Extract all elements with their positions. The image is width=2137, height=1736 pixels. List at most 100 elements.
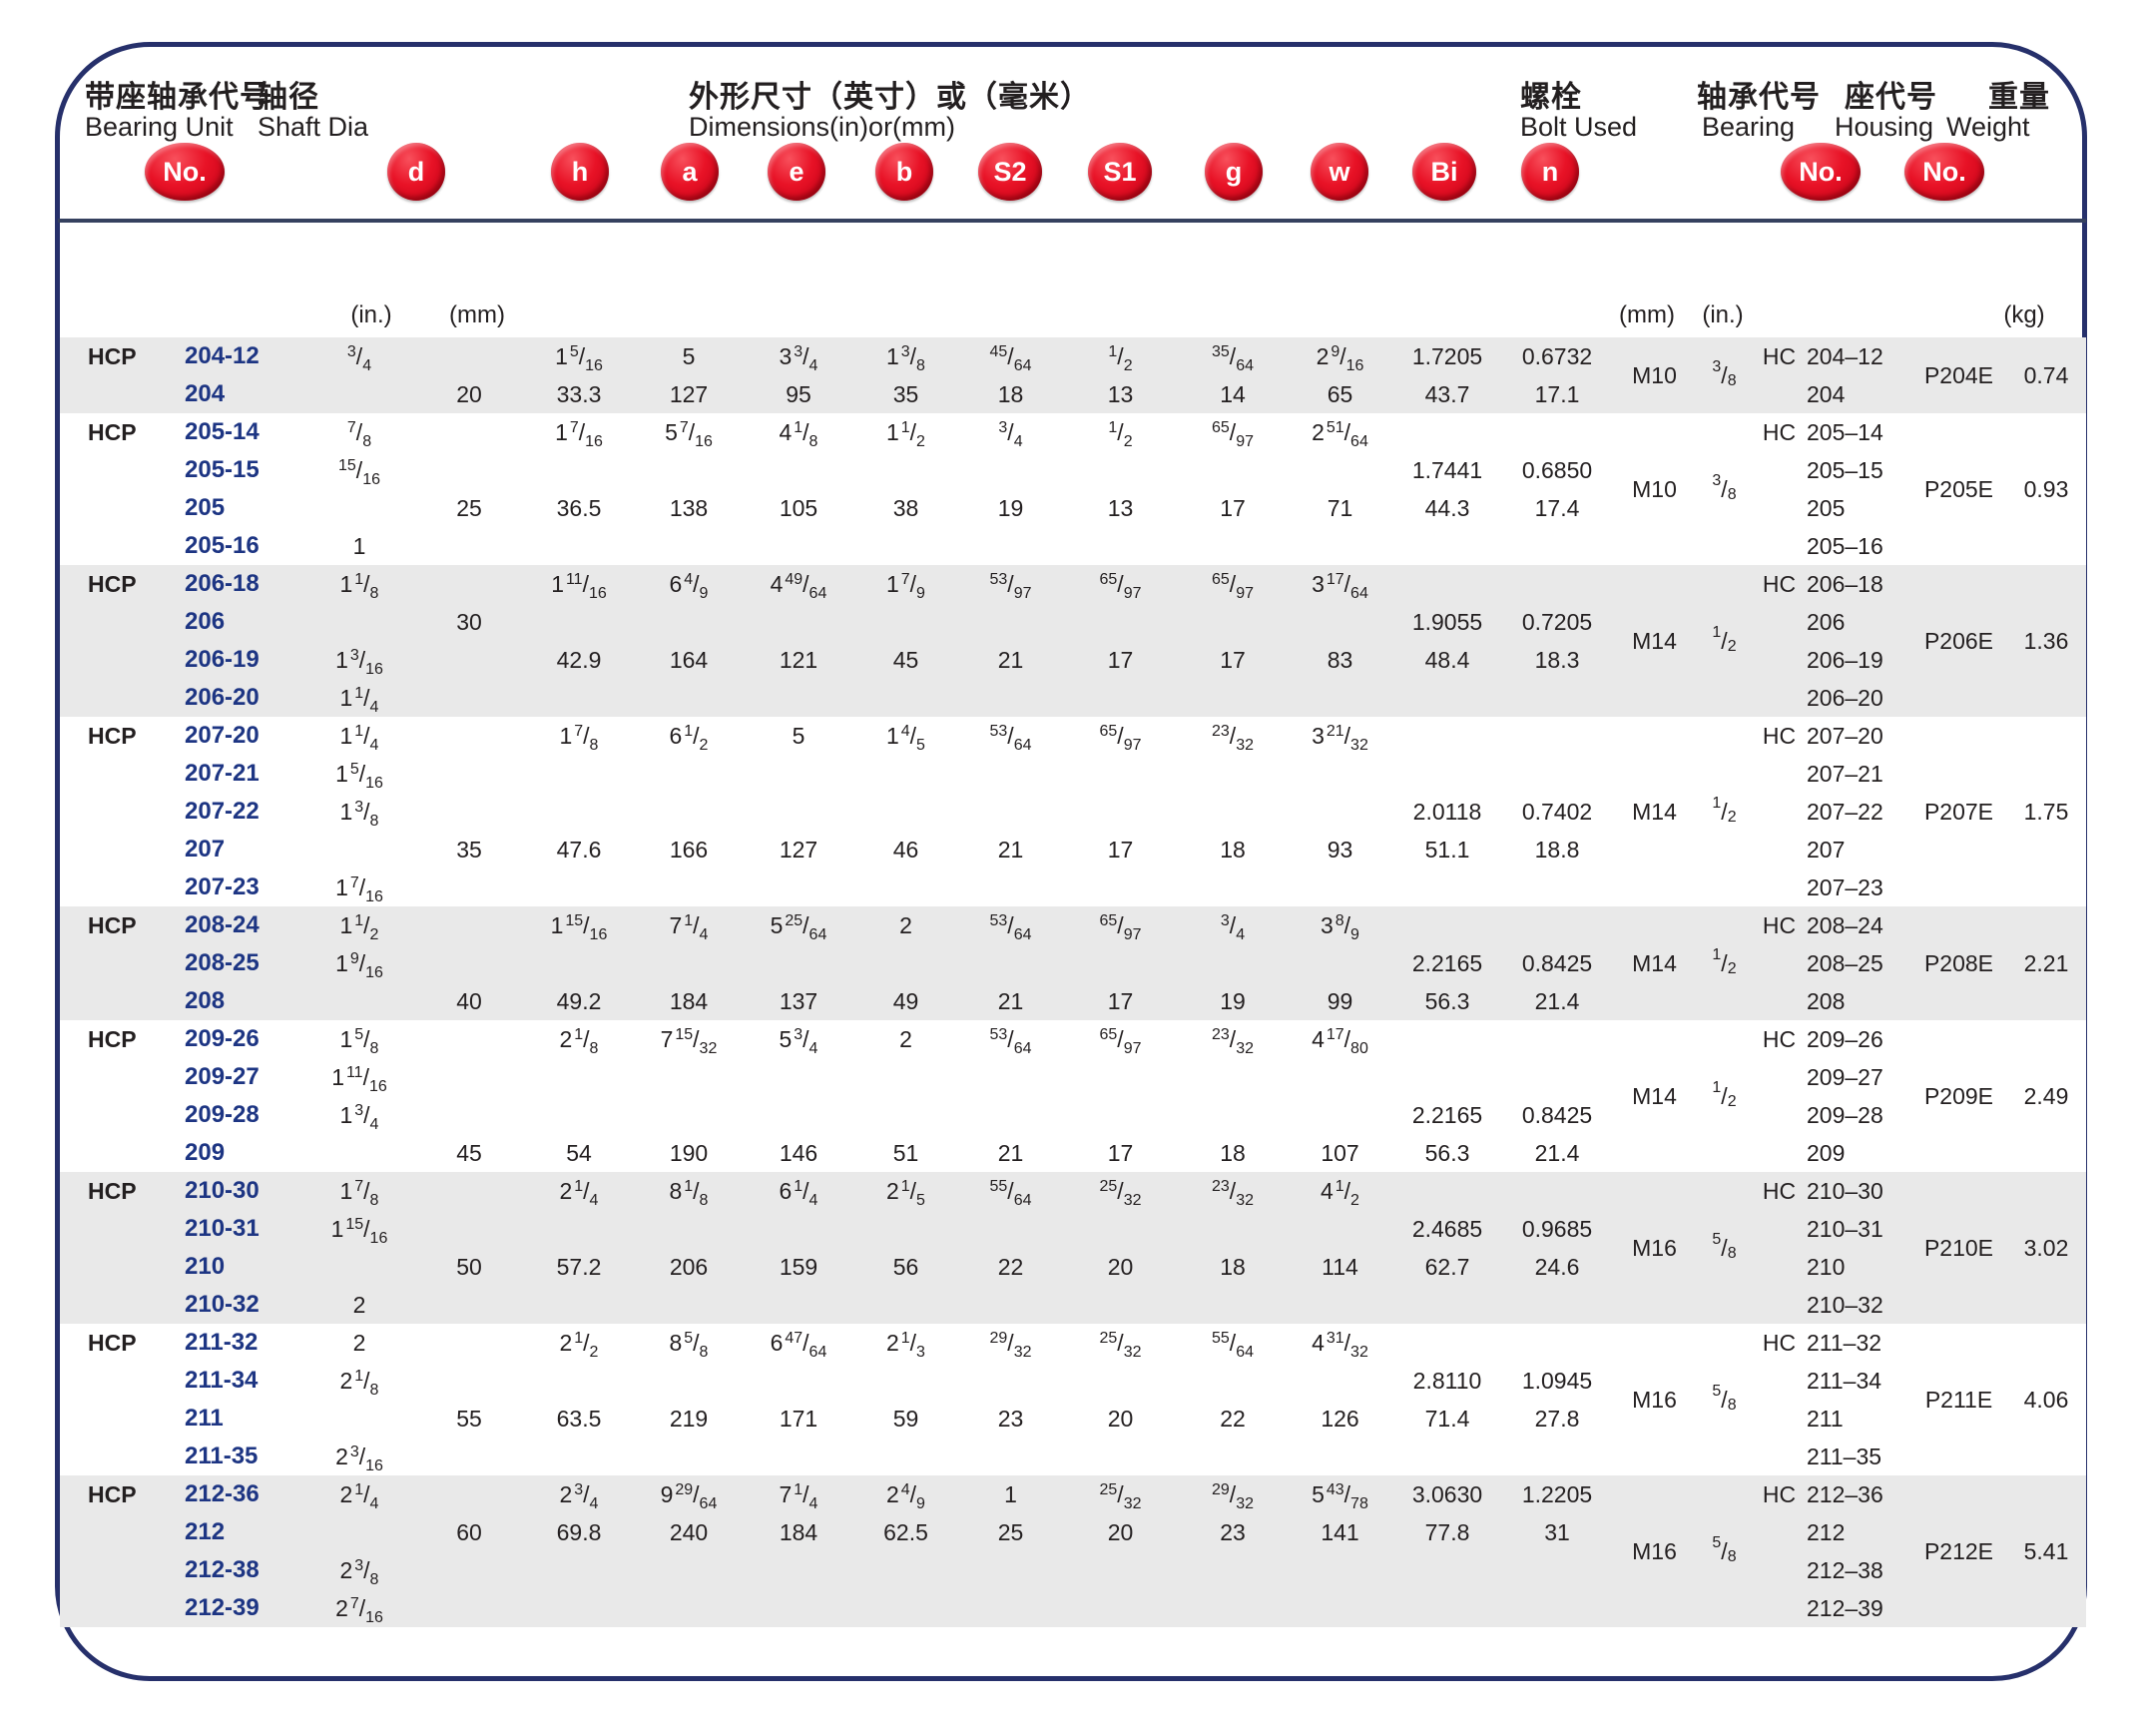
cell-s2: 3/4 <box>998 419 1023 450</box>
cell-w <box>1288 755 1392 793</box>
cell-bno: 211–35 <box>1807 1444 1882 1469</box>
cell-housing-code: P208E <box>1923 949 1994 976</box>
cell-weight-value: 0.93 <box>2023 475 2069 502</box>
table-row: 205 25 36.5 138 105 38 19 13 17 71 44.3 17.4 205 <box>60 489 2086 527</box>
cell-dmm <box>414 1589 524 1627</box>
cell-bi <box>1392 717 1502 755</box>
header-shaft-dia-zh: 轴径 <box>258 81 319 114</box>
table-row: HCP 208-24 1 1/2 1 15/16 7 1/4 5 25/64 2 53/64 6… <box>60 906 2086 944</box>
column-badge-w: w <box>1311 143 1368 201</box>
table-row: 210-31 1 15/16 2.4685 0.9685 210–31 <box>60 1210 2086 1248</box>
cell-g: 22 <box>1220 1406 1246 1432</box>
cell-bno: 207 <box>1807 837 1846 863</box>
cell-bno: 208–24 <box>1807 912 1883 938</box>
cell-bolt-size: M14 <box>1632 949 1677 976</box>
cell-g <box>1178 755 1288 793</box>
cell-bi: 48.4 <box>1424 647 1470 673</box>
cell-weight-value: 1.36 <box>2023 627 2069 654</box>
cell-bi: 71.4 <box>1424 1406 1470 1432</box>
header-weight-en: Weight <box>1946 112 2030 142</box>
table-row: 206 30 1.9055 0.7205 206 <box>60 603 2086 641</box>
cell-p: HCP <box>88 1026 137 1052</box>
cell-p <box>60 1096 185 1134</box>
cell-no: 209-26 <box>185 1025 260 1052</box>
cell-a: 166 <box>669 837 709 863</box>
table-row: 211-34 2 1/8 2.8110 1.0945 211–34 <box>60 1362 2086 1400</box>
cell-bno: 205–15 <box>1807 457 1883 483</box>
cell-s1: 17 <box>1107 647 1134 673</box>
cell-bolt-size: M14 <box>1632 627 1677 654</box>
column-badge-g: g <box>1205 143 1263 201</box>
cell-din: 7/8 <box>346 419 372 450</box>
cell-din <box>304 1134 414 1172</box>
cell-dmm <box>414 451 524 489</box>
cell-b: 46 <box>892 837 919 863</box>
cell-bi: 62.7 <box>1424 1254 1470 1280</box>
cell-n: 18.3 <box>1534 647 1580 673</box>
cell-bi <box>1392 1058 1502 1096</box>
cell-s2 <box>958 451 1063 489</box>
cell-hc <box>1752 451 1807 489</box>
cell-s2: 21 <box>997 647 1024 673</box>
cell-din: 1 1/4 <box>339 685 379 716</box>
cell-dmm: 35 <box>456 837 482 863</box>
cell-n <box>1502 755 1612 793</box>
cell-a <box>634 451 744 489</box>
cell-b: 51 <box>892 1140 919 1166</box>
cell-w: 5 43/78 <box>1312 1481 1368 1512</box>
cell-bi <box>1392 868 1502 906</box>
header-bearing-unit-zh: 带座轴承代号 <box>85 81 270 114</box>
cell-e: 6 1/4 <box>779 1178 818 1209</box>
cell-no: 210-30 <box>185 1177 260 1204</box>
cell-g <box>1178 451 1288 489</box>
cell-dmm <box>414 1438 524 1475</box>
cell-bolt-inch: 5/8 <box>1712 1383 1737 1414</box>
cell-g: 18 <box>1220 837 1246 863</box>
cell-n <box>1502 868 1612 906</box>
header-bearing-unit-en: Bearing Unit <box>85 112 234 142</box>
cell-bolt-inch: 1/2 <box>1712 624 1737 655</box>
cell-s2: 45/64 <box>989 343 1032 374</box>
cell-weight-value: 2.21 <box>2023 949 2069 976</box>
cell-b <box>853 1589 958 1627</box>
cell-din: 2 1/4 <box>339 1481 379 1512</box>
cell-bolt-size: M10 <box>1632 475 1677 502</box>
cell-weight-value: 3.02 <box>2023 1234 2069 1261</box>
cell-dmm <box>414 906 524 944</box>
table-row: HCP 209-26 1 5/8 2 1/8 7 15/32 5 3/4 2 53/64 65/… <box>60 1020 2086 1058</box>
cell-g <box>1178 1058 1288 1096</box>
cell-e <box>744 679 853 717</box>
cell-b: 1 3/8 <box>886 343 925 374</box>
table-row: 209-28 1 3/4 2.2165 0.8425 209–28 <box>60 1096 2086 1134</box>
cell-s1 <box>1063 1210 1178 1248</box>
cell-no: 211-32 <box>185 1329 259 1356</box>
cell-e: 121 <box>779 647 818 673</box>
cell-s1 <box>1063 603 1178 641</box>
cell-b: 59 <box>892 1406 919 1432</box>
cell-s1: 65/97 <box>1099 912 1142 943</box>
cell-s1: 13 <box>1107 495 1134 521</box>
cell-h <box>524 1096 634 1134</box>
cell-s2: 21 <box>997 1140 1024 1166</box>
cell-din: 2 <box>352 1292 366 1318</box>
cell-h: 2 1/8 <box>559 1026 599 1057</box>
cell-bolt-size: M14 <box>1632 798 1677 825</box>
cell-bi: 43.7 <box>1424 381 1470 407</box>
header-weight-zh: 重量 <box>1988 81 2050 114</box>
cell-n: 1.2205 <box>1521 1481 1593 1507</box>
cell-din: 1 3/8 <box>339 799 379 830</box>
cell-b <box>853 1096 958 1134</box>
cell-h: 47.6 <box>556 837 602 863</box>
cell-w <box>1288 527 1392 565</box>
cell-bno: 207–20 <box>1807 723 1883 749</box>
cell-h: 2 1/4 <box>559 1178 599 1209</box>
cell-p: HCP <box>88 571 137 597</box>
cell-bi: 2.2165 <box>1411 1102 1483 1128</box>
cell-h <box>524 1589 634 1627</box>
cell-din: 1 11/16 <box>331 1064 387 1095</box>
cell-w: 83 <box>1327 647 1353 673</box>
cell-no: 207-23 <box>185 873 260 900</box>
header-shaft-dia-en: Shaft Dia <box>258 112 369 142</box>
cell-w <box>1288 1438 1392 1475</box>
